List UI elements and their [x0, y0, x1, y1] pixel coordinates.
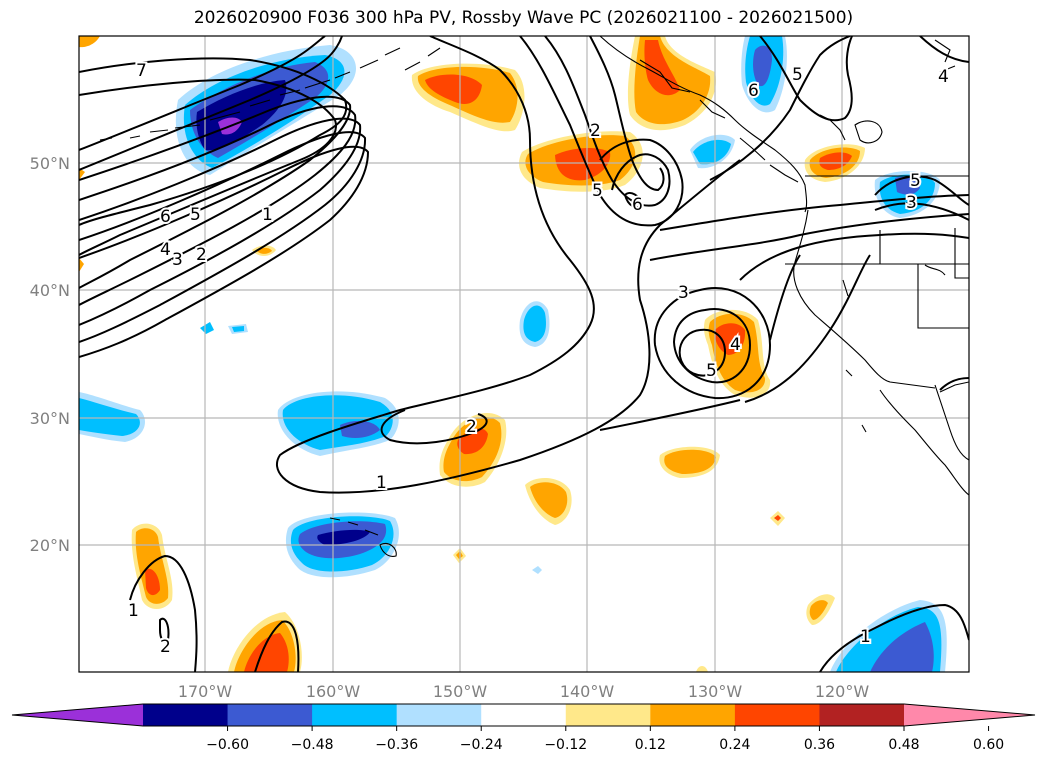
colorbar-label: −0.36 [375, 737, 418, 753]
lon-tick-label: 150°W [433, 682, 488, 701]
colorbar-label: 0.12 [635, 737, 666, 753]
lat-tick-label: 40°N [30, 281, 70, 300]
colorbar-label: −0.48 [291, 737, 334, 753]
colorbar-extend-high [904, 704, 1035, 726]
pv-shading [79, 36, 947, 672]
contour-label: 3 [906, 193, 917, 213]
colorbar-label: −0.60 [206, 737, 249, 753]
colorbar-label: 0.36 [804, 737, 835, 753]
plot-frame [78, 35, 970, 673]
contour-label: 6 [632, 195, 643, 215]
lon-tick-label: 170°W [178, 682, 233, 701]
contour-label: 6 [748, 81, 759, 101]
contour-label: 2 [466, 417, 477, 437]
colorbar: −0.60 −0.48 −0.36 −0.24 −0.12 0.12 0.24 0.36 0.4… [11, 703, 1036, 753]
colorbar-label: 0.60 [973, 737, 1004, 753]
colorbar-label: 0.48 [888, 737, 919, 753]
contour-label: 6 [160, 207, 171, 227]
map-title: 2026020900 F036 300 hPa PV, Rossby Wave … [193, 8, 854, 28]
pv-contours [79, 36, 969, 672]
contour-label: 5 [190, 205, 201, 225]
contour-label: 5 [910, 171, 921, 191]
coastlines [99, 36, 969, 557]
colorbar-swatch [734, 704, 820, 726]
contour-labels: 7 6 5 4 3 2 1 2 5 6 5 3 4 5 2 1 3 1 2 1 … [126, 59, 951, 659]
colorbar-outline [11, 703, 1036, 727]
colorbar-swatch [396, 704, 482, 726]
contour-label: 5 [706, 361, 717, 381]
gridlines [79, 36, 969, 672]
lon-tick-label: 160°W [306, 682, 361, 701]
contour-label: 5 [592, 181, 603, 201]
lat-tick-labels: 50°N 40°N 30°N 20°N [30, 154, 70, 555]
colorbar-swatch [312, 704, 398, 726]
colorbar-extend-low [12, 704, 143, 726]
colorbar-swatch [143, 704, 229, 726]
lat-tick-label: 50°N [30, 154, 70, 173]
contour-label: 7 [136, 61, 147, 81]
contour-label: 1 [128, 601, 139, 621]
colorbar-label: 0.24 [719, 737, 750, 753]
contour-label: 4 [160, 240, 171, 260]
colorbar-swatch [819, 704, 905, 726]
contour-label: 1 [262, 205, 273, 225]
colorbar-swatch [481, 704, 567, 726]
contour-label: 1 [860, 627, 871, 647]
contour-label: 3 [678, 283, 689, 303]
contour-label: 1 [376, 473, 387, 493]
lon-tick-labels: 170°W 160°W 150°W 140°W 130°W 120°W [178, 682, 870, 701]
lat-tick-label: 20°N [30, 536, 70, 555]
lon-tick-label: 140°W [560, 682, 615, 701]
contour-label: 2 [196, 245, 207, 265]
contour-label: 4 [938, 67, 949, 87]
colorbar-swatch [227, 704, 313, 726]
colorbar-label: −0.24 [460, 737, 503, 753]
colorbar-swatch [650, 704, 736, 726]
contour-label: 4 [730, 335, 741, 355]
contour-label: 2 [590, 121, 601, 141]
lat-tick-label: 30°N [30, 409, 70, 428]
lon-tick-label: 120°W [815, 682, 870, 701]
colorbar-swatch [565, 704, 651, 726]
contour-label: 3 [172, 250, 183, 270]
lon-tick-label: 130°W [688, 682, 743, 701]
colorbar-label: −0.12 [544, 737, 587, 753]
contour-label: 5 [792, 65, 803, 85]
contour-label: 2 [160, 637, 171, 657]
